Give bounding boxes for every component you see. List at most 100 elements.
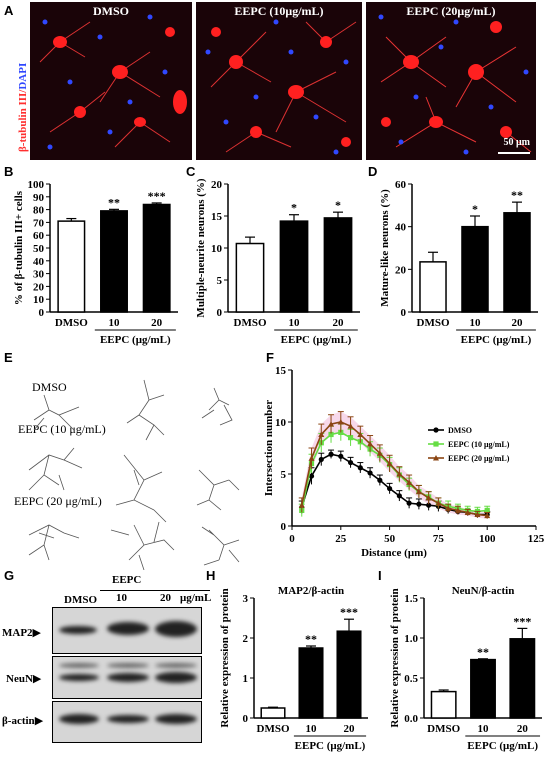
dapi-label: DAPI bbox=[17, 62, 29, 90]
chart-f-xtick-label: 25 bbox=[335, 533, 347, 545]
chart-i-title: NeuN/β-actin bbox=[452, 585, 515, 597]
chart-d-ytick-label: 0 bbox=[401, 307, 407, 319]
chart-f-ytick-label: 5 bbox=[281, 469, 287, 481]
lane-dmso: DMSO bbox=[64, 594, 97, 606]
chart-i-ytick-label: 1.5 bbox=[404, 593, 418, 605]
chart-i-bar bbox=[509, 638, 536, 719]
micrograph-dmso: DMSO bbox=[30, 2, 192, 160]
band-neun-20 bbox=[155, 672, 197, 683]
panel-h-label: H bbox=[206, 568, 216, 583]
chart-d-category-label: 10 bbox=[470, 317, 482, 329]
chart-b-bar bbox=[100, 210, 128, 313]
chart-f-error-band bbox=[301, 411, 488, 519]
chart-i-group-label: EEPC (μg/mL) bbox=[467, 740, 538, 752]
tracing-row-eepc-20-label: EEPC (20 μg/mL) bbox=[14, 494, 102, 508]
chart-c-ytick-label: 20 bbox=[211, 179, 223, 191]
band-actin-10 bbox=[107, 715, 149, 723]
panel-e-label: E bbox=[4, 350, 13, 365]
chart-f-series-3-point bbox=[308, 455, 315, 461]
band-neun-dmso-upper bbox=[59, 663, 99, 668]
chart-f-series-1-point bbox=[367, 470, 373, 476]
chart-d-ytick-label: 20 bbox=[395, 264, 407, 276]
chart-b-ytick-label: 70 bbox=[33, 217, 45, 229]
chart-f-series-2-point bbox=[347, 435, 354, 441]
chart-b-ytick-label: 30 bbox=[33, 269, 45, 281]
chart-b-ytick-label: 60 bbox=[33, 230, 45, 242]
chart-b-ytick-label: 90 bbox=[33, 192, 45, 204]
chart-d-bar bbox=[503, 212, 531, 313]
chart-c-significance: * bbox=[335, 198, 341, 212]
chart-c-ytick-label: 15 bbox=[211, 211, 223, 223]
chart-f-series-3-point bbox=[328, 421, 335, 427]
scale-bar bbox=[498, 152, 530, 154]
band-neun-10 bbox=[107, 673, 149, 682]
chart-f-series-3-point bbox=[425, 494, 432, 501]
micrograph-dmso-image bbox=[39, 14, 187, 150]
chart-f-xtick-label: 125 bbox=[528, 533, 545, 545]
blot-label-neun: NeuN▶ bbox=[6, 673, 42, 685]
chart-i-significance: ** bbox=[477, 645, 489, 659]
band-neun-dmso bbox=[59, 674, 99, 681]
blot-map2 bbox=[52, 607, 202, 654]
band-actin-dmso bbox=[59, 714, 99, 724]
blot-label-map2-text: MAP2 bbox=[2, 627, 33, 639]
chart-f-series-1-point bbox=[416, 501, 422, 507]
chart-f-xlabel: Distance (μm) bbox=[361, 547, 427, 559]
chart-c-category-label: 20 bbox=[333, 317, 345, 329]
micrograph-eepc-20: EEPC (20μg/mL) 50 μm bbox=[366, 2, 536, 160]
chart-f-ytick-label: 0 bbox=[281, 521, 287, 533]
blot-label-neun-text: NeuN bbox=[6, 673, 33, 685]
chart-f-series-1-point bbox=[357, 465, 363, 471]
scale-bar-label: 50 μm bbox=[503, 137, 531, 148]
chart-c-ytick-label: 10 bbox=[211, 243, 223, 255]
band-map2-20 bbox=[155, 621, 197, 637]
chart-b-ytick-label: 50 bbox=[33, 243, 45, 255]
micrograph-eepc-10-image bbox=[205, 19, 357, 155]
chart-h-bar bbox=[260, 707, 286, 719]
chart-h-ytick-label: 2 bbox=[243, 633, 249, 645]
chart-f: 0 5 10 15 0 25 50 75 100 125 Distance (μm) Intersec… bbox=[263, 365, 545, 559]
micrograph-dmso-title: DMSO bbox=[93, 4, 129, 18]
chart-b-category-label: 20 bbox=[151, 317, 163, 329]
band-map2-10 bbox=[107, 622, 149, 635]
chart-h-title: MAP2/β-actin bbox=[278, 585, 344, 597]
chart-b-ytick-label: 20 bbox=[33, 281, 45, 293]
chart-f-series-1-point bbox=[347, 459, 354, 466]
western-eepc-header: EEPC bbox=[112, 574, 142, 586]
chart-f-series-3-legend-marker bbox=[433, 455, 439, 461]
eepc-bracket bbox=[100, 590, 210, 591]
band-neun-10-upper bbox=[107, 663, 149, 668]
chart-f-series-3-legend-label: EEPC (20 μg/mL) bbox=[448, 454, 510, 463]
chart-h-bar bbox=[336, 630, 362, 719]
chart-i-category-label: DMSO bbox=[427, 723, 460, 735]
band-map2-dmso bbox=[59, 626, 97, 634]
chart-f-series-1-point bbox=[406, 500, 412, 506]
chart-c-bar bbox=[235, 242, 265, 313]
lane-10: 10 bbox=[116, 592, 127, 604]
panel-b-label: B bbox=[4, 164, 14, 179]
chart-i-category-label: 20 bbox=[517, 723, 529, 735]
chart-d-ytick-label: 40 bbox=[395, 222, 407, 234]
chart-f-series-3-point bbox=[474, 511, 481, 518]
lane-20: 20 bbox=[160, 592, 171, 604]
panel-f-label: F bbox=[266, 350, 274, 365]
chart-i: 0.0 0.5 1.0 1.5 DMSO ** 10 *** 20 EEPC (μg/mL) Rel… bbox=[389, 585, 542, 752]
panel-c-label: C bbox=[186, 164, 196, 179]
chart-f-ytick-label: 15 bbox=[275, 365, 287, 377]
chart-f-series-1-point bbox=[318, 456, 324, 463]
panel-g-label: G bbox=[4, 568, 15, 583]
chart-d-category-label: DMSO bbox=[417, 317, 450, 329]
chart-b-ylabel: % of β-tubulin III+ cells bbox=[13, 190, 25, 305]
micrograph-eepc-10: EEPC (10μg/mL) bbox=[196, 2, 362, 160]
micrograph-eepc-20-image bbox=[378, 14, 532, 155]
chart-h-significance: *** bbox=[340, 605, 358, 619]
chart-f-series-3-point bbox=[415, 488, 422, 495]
chart-h-category-label: 10 bbox=[306, 723, 318, 735]
chart-d-category-label: 20 bbox=[512, 317, 524, 329]
band-actin-20 bbox=[155, 714, 197, 724]
chart-b-ytick-label: 10 bbox=[33, 294, 45, 306]
micrograph-eepc-10-title: EEPC (10μg/mL) bbox=[234, 4, 324, 18]
chart-h-ytick-label: 3 bbox=[243, 593, 249, 605]
chart-b-ytick-label: 80 bbox=[33, 205, 45, 217]
chart-f-series-2-point bbox=[328, 431, 334, 438]
